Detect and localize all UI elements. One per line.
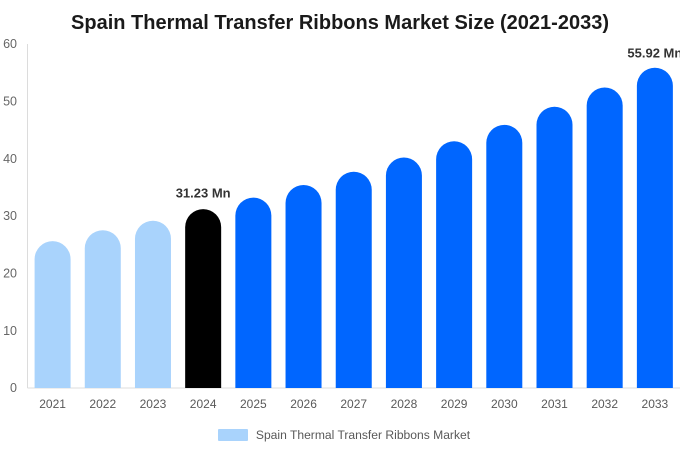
svg-text:10: 10	[3, 324, 17, 338]
svg-text:2030: 2030	[491, 397, 518, 411]
svg-text:2023: 2023	[140, 397, 167, 411]
svg-text:2021: 2021	[39, 397, 66, 411]
svg-text:30: 30	[3, 209, 17, 223]
svg-text:2027: 2027	[340, 397, 367, 411]
svg-text:31.23 Mn: 31.23 Mn	[176, 186, 231, 201]
svg-text:2029: 2029	[441, 397, 468, 411]
svg-text:55.92 Mn: 55.92 Mn	[627, 46, 680, 61]
svg-text:2024: 2024	[190, 397, 217, 411]
svg-text:2032: 2032	[591, 397, 618, 411]
svg-text:60: 60	[3, 37, 17, 51]
svg-text:2033: 2033	[642, 397, 669, 411]
svg-text:2022: 2022	[89, 397, 116, 411]
svg-text:0: 0	[10, 381, 17, 395]
svg-text:20: 20	[3, 267, 17, 281]
svg-text:40: 40	[3, 152, 17, 166]
svg-text:2025: 2025	[240, 397, 267, 411]
svg-text:50: 50	[3, 94, 17, 108]
svg-text:2031: 2031	[541, 397, 568, 411]
svg-text:2026: 2026	[290, 397, 317, 411]
svg-text:2028: 2028	[391, 397, 418, 411]
